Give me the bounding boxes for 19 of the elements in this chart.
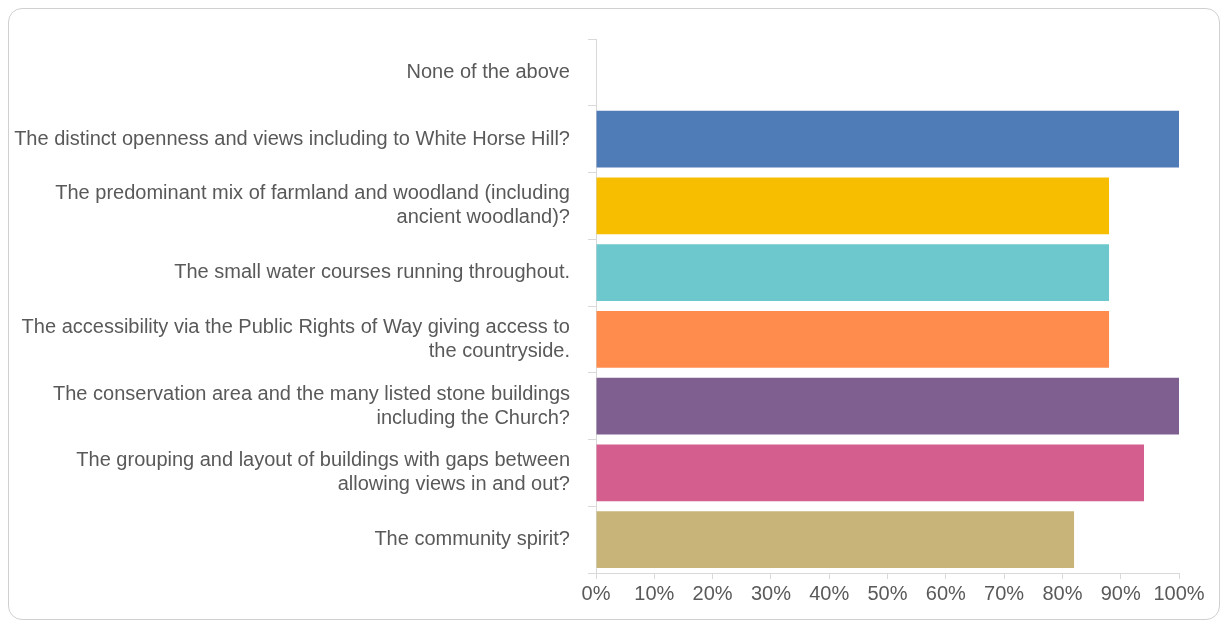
x-tick-label: 40% <box>809 581 850 604</box>
y-tick-label: The conservation area and the many listed stone buildings including the Church? <box>53 381 570 428</box>
x-tick-label: 0% <box>581 581 611 604</box>
y-tick-label: The grouping and layout of buildings with gaps between allowing views in and out? <box>76 448 570 495</box>
y-tick-label: The accessibility via the Public Rights of Way giving access to the countryside. <box>21 314 570 361</box>
y-tick-label: The distinct openness and views including to White Horse Hill? <box>14 126 570 149</box>
y-tick-label: The predominant mix of farmland and woodland (including ancient woodland)? <box>55 181 570 228</box>
y-tick-label: None of the above <box>406 59 570 82</box>
x-tick-label: 80% <box>1042 581 1083 604</box>
x-tick-label: 90% <box>1100 581 1141 604</box>
x-tick-label: 70% <box>984 581 1025 604</box>
x-tick-label: 10% <box>634 581 675 604</box>
x-tick-label: 60% <box>925 581 967 604</box>
y-tick-label: The community spirit? <box>374 527 570 550</box>
x-tick-label: 30% <box>750 581 792 604</box>
x-tick-label: 20% <box>692 581 733 604</box>
x-tick-label: 50% <box>867 581 908 604</box>
x-tick-label: 100% <box>1153 581 1205 604</box>
y-tick-label: The small water courses running throughout. <box>174 260 570 283</box>
